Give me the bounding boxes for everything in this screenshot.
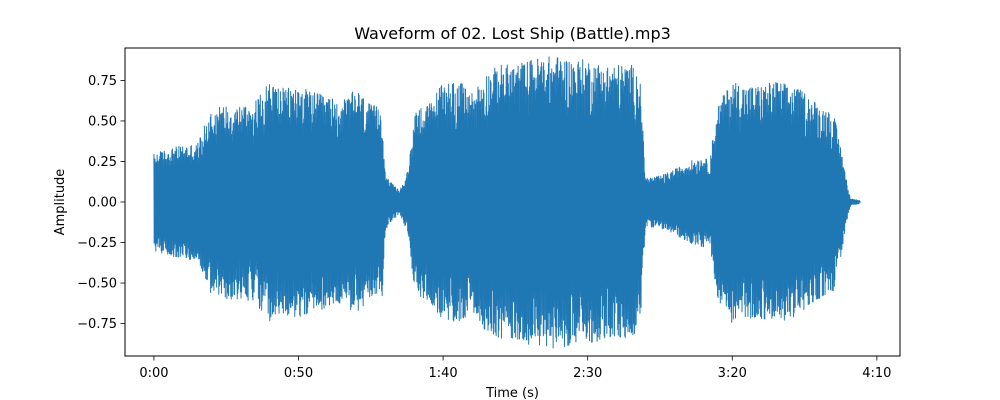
y-tick-label: 0.25 [88, 155, 117, 170]
x-tick-label: 2:30 [573, 366, 602, 381]
x-tick-label: 0:00 [139, 366, 168, 381]
y-tick-label: 0.75 [88, 74, 117, 89]
y-axis-label: Amplitude [53, 169, 68, 236]
chart-title: Waveform of 02. Lost Ship (Battle).mp3 [354, 24, 671, 43]
y-tick-label: 0.00 [88, 196, 117, 211]
y-tick-label: 0.50 [88, 114, 117, 129]
x-axis: 0:00 0:50 1:40 2:30 3:20 4:10 [139, 356, 891, 381]
y-tick-label: −0.75 [77, 317, 117, 332]
waveform-line [153, 56, 861, 349]
y-tick-label: −0.25 [77, 236, 117, 251]
x-tick-label: 3:20 [718, 366, 747, 381]
y-axis: −0.75 −0.50 −0.25 0.00 0.25 0.50 0.75 [77, 74, 125, 332]
x-axis-label: Time (s) [485, 386, 539, 400]
waveform-series [153, 56, 861, 349]
x-tick-label: 0:50 [284, 366, 313, 381]
x-tick-label: 4:10 [862, 366, 891, 381]
x-tick-label: 1:40 [428, 366, 457, 381]
y-tick-label: −0.50 [77, 277, 117, 292]
